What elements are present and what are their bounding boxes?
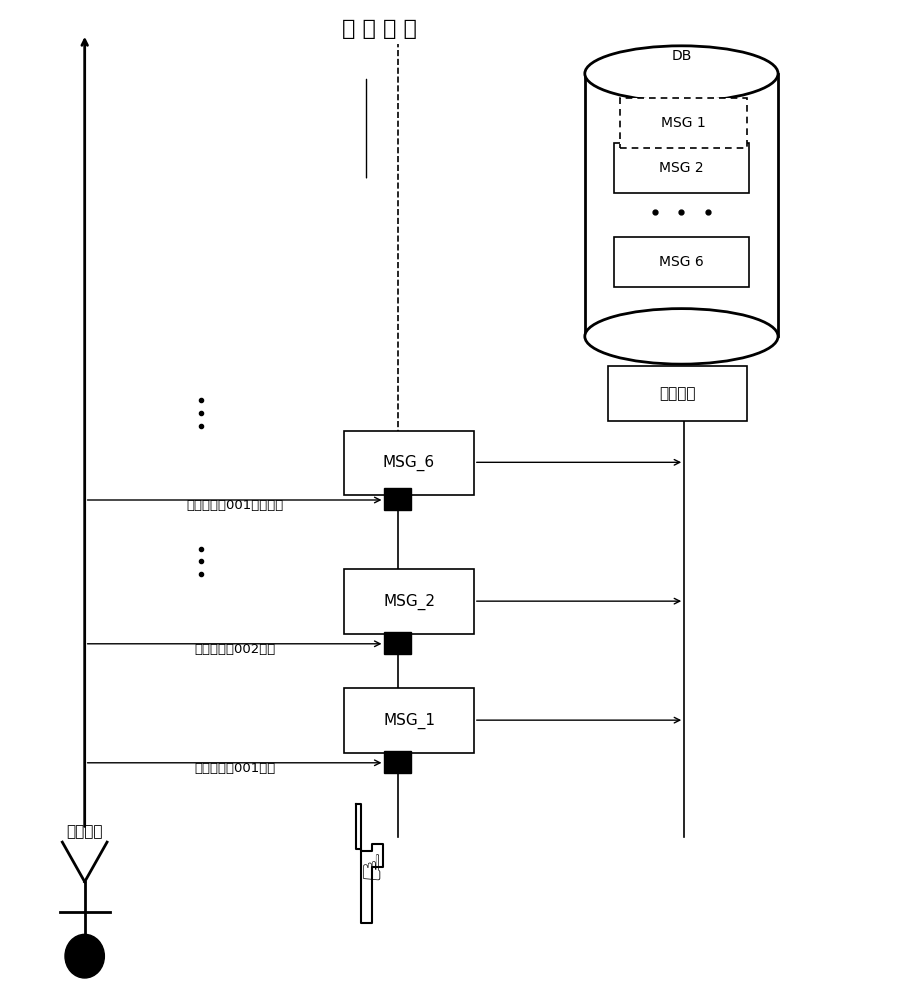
Bar (384, 632, 410, 654)
Text: 对动态消息002点赞: 对动态消息002点赞 (194, 643, 275, 656)
Ellipse shape (584, 309, 778, 364)
Text: DB: DB (670, 49, 691, 63)
Bar (384, 751, 410, 773)
Bar (384, 488, 410, 510)
Bar (613, 143, 748, 193)
Bar (619, 98, 746, 148)
Circle shape (65, 934, 105, 978)
Bar (344, 569, 474, 634)
Text: MSG_1: MSG_1 (382, 713, 435, 729)
Text: MSG 6: MSG 6 (658, 255, 703, 269)
Text: ☜: ☜ (349, 853, 383, 885)
Text: 对动态消息001点赞: 对动态消息001点赞 (194, 762, 275, 775)
Bar (344, 431, 474, 495)
Text: MSG 2: MSG 2 (658, 161, 703, 175)
Bar (584, 74, 778, 336)
Bar (607, 366, 746, 421)
Text: 判断去重: 判断去重 (658, 386, 695, 401)
Text: MSG_2: MSG_2 (382, 594, 435, 610)
Text: 用户操作: 用户操作 (67, 824, 103, 839)
Text: 离 线 存 储: 离 线 存 储 (342, 19, 417, 39)
Text: MSG_6: MSG_6 (382, 455, 435, 471)
Bar (344, 688, 474, 753)
Text: MSG 1: MSG 1 (660, 116, 704, 130)
Text: 对动态消息001取消点赞: 对动态消息001取消点赞 (186, 499, 283, 512)
Ellipse shape (584, 46, 778, 101)
Bar (613, 237, 748, 287)
